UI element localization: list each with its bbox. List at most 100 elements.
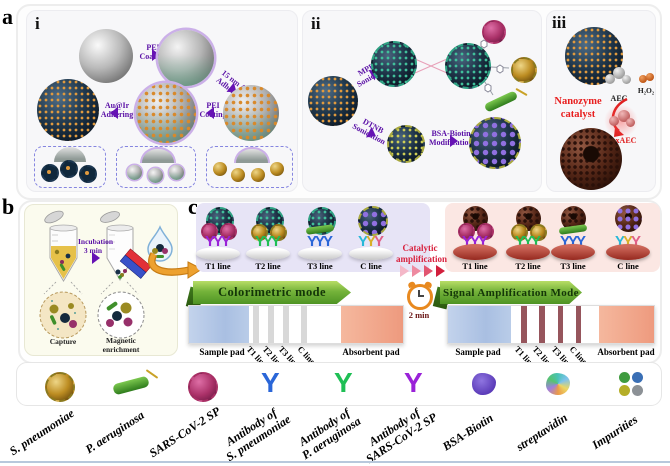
- t2-test-line: [268, 306, 274, 343]
- absorbent-pad-label: Absorbent pad: [597, 347, 655, 357]
- capture-label: Capture: [49, 337, 77, 346]
- white-pedestal: [298, 247, 342, 260]
- bsa-biotin-arrow: BSA-Biotin Modification: [423, 129, 479, 147]
- line-label: T1 line: [205, 261, 231, 271]
- line-label: T1 line: [462, 261, 488, 271]
- c-line-station: YYY C line: [346, 205, 396, 271]
- control-line: [576, 306, 581, 343]
- pei-gold-seed-sphere: [136, 83, 196, 143]
- nanozyme-catalyst-label: Nanozyme catalyst: [554, 96, 602, 121]
- timer-clock-icon: [407, 280, 433, 310]
- aec-molecule-icon: [605, 67, 633, 93]
- p-aeruginosa-icon: [112, 375, 150, 396]
- arrow-label-top: PEI: [206, 101, 220, 110]
- arrow-label-bottom: 3 min: [83, 245, 103, 255]
- nanozyme-sphere: [308, 76, 358, 126]
- arrow-label-top: BSA-Biotin: [431, 129, 471, 138]
- red-pedestal: [606, 244, 650, 260]
- antibody-icon: Y: [306, 233, 317, 250]
- zoom-box-gold: [206, 146, 293, 188]
- white-pedestal: [196, 247, 240, 260]
- synthesis-step-i-box: i PEI Coating 15 nm Au Adhering Au@Ir Ad…: [26, 10, 298, 192]
- catalytic-amplification-label: Catalytic amplification: [396, 243, 447, 265]
- mpba-probe-sphere: [445, 43, 491, 89]
- arrow-label-top: PEI: [146, 43, 160, 52]
- chevron-icon: [424, 265, 433, 277]
- streptavidin-icon: Y: [365, 233, 376, 250]
- signal-amplification-mode-banner: Signal Amplification Mode: [440, 281, 582, 304]
- s-pneumoniae-icon: [270, 224, 287, 241]
- line-label: C line: [360, 261, 382, 271]
- t3-line-station: YYY T3 line: [295, 205, 345, 271]
- antibody-icon: Y: [469, 233, 480, 250]
- zoom-box-pei-gold: [116, 146, 196, 188]
- sample-pad: [448, 306, 511, 343]
- s-pneumoniae-icon: [530, 224, 547, 241]
- antibody-icon: Y: [262, 233, 273, 250]
- t3-test-line: [558, 306, 563, 343]
- nc-membrane: [511, 306, 599, 343]
- absorbent-pad: [341, 306, 403, 343]
- streptavidin-icon: Y: [622, 233, 633, 250]
- absorbent-pad: [599, 306, 654, 343]
- antibody-icon: Y: [323, 233, 334, 250]
- bsa-biotin-icon: [472, 373, 496, 395]
- fe3o4-core-sphere: [79, 29, 133, 83]
- impurities-icon: [619, 372, 643, 396]
- capture-enrichment-scene: [39, 210, 152, 339]
- sars-cov-2-icon: [482, 20, 506, 44]
- tube-cap-icon: [44, 210, 64, 224]
- antibody-icon: Y: [221, 233, 232, 250]
- transfer-arrow-icon: [148, 252, 202, 279]
- t3-test-line: [283, 306, 289, 343]
- t2-line-station: YYY T2 line: [243, 205, 293, 271]
- gold-particle-icon: [251, 168, 265, 182]
- sars-cov-2-icon: [220, 223, 237, 240]
- line-label: T2 line: [515, 261, 541, 271]
- antibody-icon: Y: [314, 233, 325, 250]
- panel-c-label: c: [188, 194, 198, 219]
- sphere-surface-dome: [54, 147, 86, 162]
- boronic-acid-ring-icon: [484, 83, 492, 93]
- mpba-probe-sphere: [371, 41, 417, 87]
- oxidized-nanozyme-sphere: [560, 128, 622, 190]
- absorbent-pad-label: Absorbent pad: [342, 347, 400, 357]
- antibody-icon: Y: [531, 233, 542, 250]
- chevron-icon: [400, 265, 409, 277]
- white-pedestal: [349, 247, 393, 260]
- antibody-icon: Y: [212, 233, 223, 250]
- pei-coating-arrow-1: PEI Coating: [131, 43, 175, 61]
- line-label: T3 line: [307, 261, 333, 271]
- sars-cov-2-icon: [458, 223, 475, 240]
- oxaec-label: oxAEC: [611, 136, 637, 145]
- clock-bell-icon: [407, 280, 416, 289]
- s-pneumoniae-icon: [251, 224, 268, 241]
- red-pedestal: [506, 244, 550, 260]
- line-label: T2 line: [255, 261, 281, 271]
- line-label: C line: [617, 261, 639, 271]
- auir-adhering-arrow: Au@Ir Adhering: [99, 101, 135, 119]
- t2-line-station-amplified: YYY T2 line: [503, 204, 553, 271]
- gold-particle-icon: [213, 162, 227, 176]
- magnet-icon: [119, 248, 152, 279]
- catalysis-step-iii-box: iii Nanozyme catalyst AEC H₂O₂ oxAEC: [546, 10, 656, 192]
- gold-particle-icon: [270, 162, 284, 176]
- t1-test-line: [253, 306, 259, 343]
- arrow-label-top: Au@Ir: [104, 101, 130, 110]
- step-i-label: i: [35, 14, 40, 33]
- streptavidin-icon: [546, 373, 570, 395]
- step-ii-label: ii: [311, 14, 321, 33]
- pei-coating-arrow-2: PEI Coating: [199, 101, 227, 119]
- dtnb-probe-sphere: [387, 125, 425, 163]
- chevron-icon: [436, 265, 445, 277]
- red-pedestal: [551, 244, 595, 260]
- antibody-icon: Y: [514, 233, 525, 250]
- au-ir-nanozyme-sphere: [37, 79, 99, 141]
- droplet-icon: [147, 225, 173, 262]
- tube-cap-icon: [100, 211, 120, 223]
- antibody-sars-cov-2-sp-icon: Y: [404, 367, 423, 398]
- antibody-icon: Y: [461, 233, 472, 250]
- s-pneumoniae-icon: [511, 57, 537, 83]
- panel-a-label: a: [2, 4, 13, 29]
